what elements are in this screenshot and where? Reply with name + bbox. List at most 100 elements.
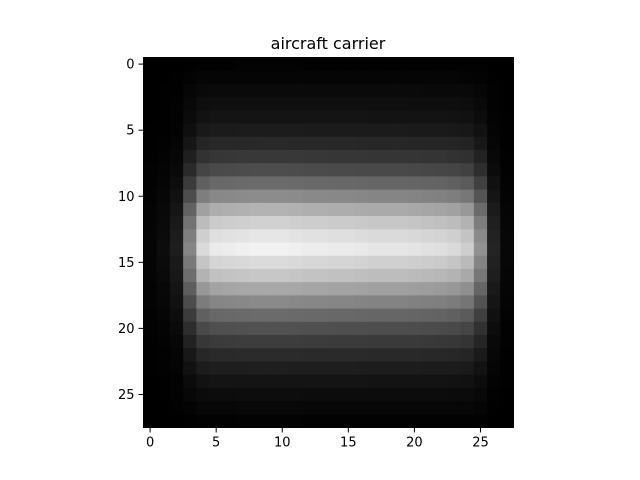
heatmap-cell: [341, 414, 356, 428]
heatmap-cell: [249, 176, 263, 191]
heatmap-cell: [236, 97, 250, 111]
heatmap-cell: [262, 163, 277, 177]
heatmap-cell: [236, 110, 250, 124]
heatmap-cell: [447, 216, 462, 230]
heatmap-cell: [487, 361, 501, 376]
heatmap-cell: [487, 70, 501, 85]
heatmap-cell: [341, 176, 356, 191]
heatmap-cell: [302, 229, 316, 243]
heatmap-cell: [407, 189, 422, 204]
heatmap-cell: [473, 374, 488, 389]
heatmap-cell: [249, 202, 263, 217]
heatmap-cell: [328, 387, 343, 402]
heatmap-cell: [169, 70, 184, 85]
heatmap-cell: [421, 414, 435, 428]
heatmap-cell: [421, 202, 435, 217]
heatmap-cell: [460, 57, 475, 72]
heatmap-cell: [143, 97, 158, 111]
heatmap-cell: [381, 70, 395, 85]
heatmap-cell: [275, 387, 290, 402]
heatmap-cell: [421, 123, 435, 138]
heatmap-cell: [394, 374, 409, 389]
heatmap-cell: [447, 282, 462, 296]
heatmap-cell: [447, 110, 462, 124]
heatmap-cell: [315, 374, 329, 389]
heatmap-cell: [487, 202, 501, 217]
heatmap-cell: [434, 176, 448, 191]
heatmap-cell: [222, 414, 237, 428]
heatmap-cell: [447, 268, 462, 283]
heatmap-cell: [169, 110, 184, 124]
heatmap-cell: [381, 401, 395, 415]
heatmap-cell: [394, 401, 409, 415]
heatmap-cell: [407, 110, 422, 124]
heatmap-cell: [262, 335, 277, 349]
heatmap-cell: [447, 202, 462, 217]
heatmap-cell: [196, 308, 210, 323]
heatmap-cell: [196, 348, 210, 362]
heatmap-cell: [288, 401, 303, 415]
heatmap-cell: [249, 255, 263, 270]
heatmap-cell: [288, 70, 303, 85]
heatmap-cell: [209, 321, 224, 336]
heatmap-cell: [394, 189, 409, 204]
heatmap-cell: [249, 374, 263, 389]
heatmap-cell: [302, 387, 316, 402]
heatmap-cell: [460, 335, 475, 349]
heatmap-cell: [421, 189, 435, 204]
heatmap-cell: [143, 321, 158, 336]
heatmap-cell: [156, 335, 171, 349]
heatmap-cell: [222, 97, 237, 111]
heatmap-cell: [183, 136, 197, 151]
heatmap-cell: [407, 97, 422, 111]
heatmap-cell: [288, 97, 303, 111]
heatmap-cell: [156, 57, 171, 72]
heatmap-cell: [328, 295, 343, 309]
heatmap-cell: [315, 268, 329, 283]
heatmap-cell: [381, 216, 395, 230]
heatmap-cell: [447, 387, 462, 402]
heatmap-cell: [473, 295, 488, 309]
heatmap-cell: [434, 97, 448, 111]
heatmap-cell: [315, 255, 329, 270]
heatmap-cell: [500, 295, 514, 309]
heatmap-cell: [156, 321, 171, 336]
heatmap-cell: [236, 295, 250, 309]
heatmap-cell: [407, 176, 422, 191]
heatmap-cell: [262, 83, 277, 98]
y-tick-label: 5: [126, 124, 134, 139]
heatmap-cell: [236, 216, 250, 230]
heatmap-cell: [315, 83, 329, 98]
heatmap-cell: [434, 255, 448, 270]
heatmap-cell: [473, 83, 488, 98]
heatmap-cell: [394, 202, 409, 217]
heatmap-cell: [487, 295, 501, 309]
heatmap-cell: [262, 57, 277, 72]
heatmap-cell: [275, 57, 290, 72]
heatmap-cell: [249, 401, 263, 415]
heatmap-cell: [460, 308, 475, 323]
heatmap-cell: [196, 268, 210, 283]
heatmap-cell: [288, 202, 303, 217]
heatmap-cell: [262, 308, 277, 323]
heatmap-cell: [341, 229, 356, 243]
heatmap-cell: [262, 110, 277, 124]
heatmap-cell: [434, 189, 448, 204]
heatmap-cell: [381, 163, 395, 177]
heatmap-cell: [209, 348, 224, 362]
heatmap-cell: [236, 189, 250, 204]
heatmap-cell: [328, 374, 343, 389]
heatmap-cell: [368, 202, 382, 217]
heatmap-cell: [354, 348, 369, 362]
heatmap-cell: [500, 401, 514, 415]
heatmap-cell: [354, 216, 369, 230]
heatmap-cell: [447, 374, 462, 389]
heatmap-cell: [262, 242, 277, 257]
heatmap-cell: [341, 136, 356, 151]
heatmap-cell: [156, 295, 171, 309]
heatmap-cell: [222, 202, 237, 217]
heatmap-cell: [209, 387, 224, 402]
heatmap-cell: [500, 387, 514, 402]
heatmap-cell: [156, 83, 171, 98]
heatmap-cell: [473, 321, 488, 336]
